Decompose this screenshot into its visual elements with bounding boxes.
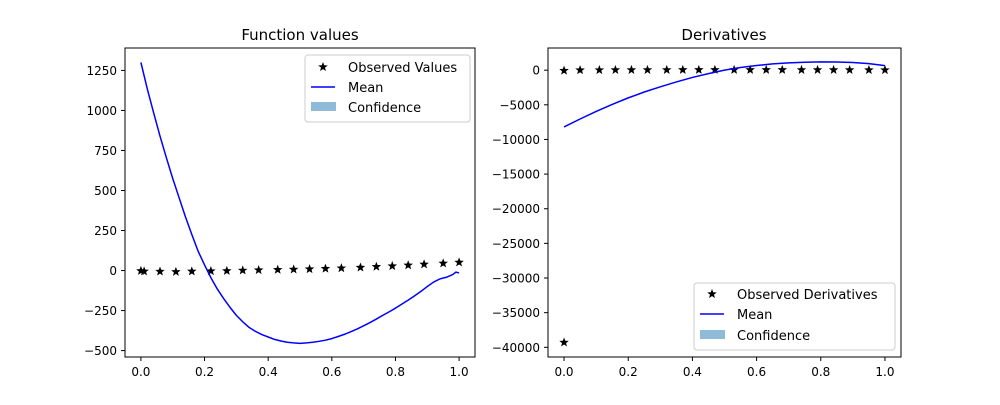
observed-point (288, 264, 299, 274)
observed-point (237, 265, 248, 275)
x-tick-label: 0.0 (131, 365, 150, 379)
x-tick-label: 1.0 (450, 365, 469, 379)
legend-label-mean: Mean (348, 81, 383, 96)
legend-star-icon (318, 62, 328, 72)
observed-point (355, 262, 366, 272)
y-tick-label: −250 (84, 304, 117, 318)
observed-point (419, 259, 429, 269)
y-tick-label: 500 (94, 184, 117, 198)
observed-point (678, 64, 688, 74)
legend: Observed Values Mean Confidence (304, 54, 471, 123)
y-tick-label: 750 (94, 144, 117, 158)
observed-point (694, 64, 704, 74)
observed-point (777, 64, 788, 74)
legend-marker-observed (318, 62, 328, 72)
observed-point (812, 64, 823, 74)
observed-point (559, 65, 569, 75)
observed-point (642, 64, 653, 74)
legend-label-mean: Mean (737, 308, 772, 323)
y-tick-label: 250 (94, 224, 117, 238)
observed-point (171, 266, 181, 276)
observed-point (304, 264, 315, 274)
observed-point (320, 263, 331, 273)
x-tick-label: 0.6 (322, 365, 341, 379)
y-tick-label: −10000 (492, 133, 540, 147)
observed-point (661, 64, 672, 74)
y-tick-label: −40000 (492, 341, 540, 355)
y-tick-label: −500 (84, 344, 117, 358)
x-tick-label: 0.6 (747, 365, 766, 379)
y-tick-label: 1000 (86, 104, 117, 118)
observed-point (253, 265, 264, 275)
observed-point (438, 258, 448, 268)
x-tick-label: 0.2 (619, 365, 638, 379)
legend-label-observed-derivatives: Observed Derivatives (737, 288, 878, 303)
x-tick-label: 0.2 (195, 365, 214, 379)
observed-point (575, 65, 585, 75)
legend-marker-confidence (700, 330, 725, 339)
observed-point (710, 64, 720, 74)
observed-point (155, 266, 165, 276)
axes-frame (547, 47, 902, 358)
y-tick-label: −20000 (492, 202, 540, 216)
x-tick-label: 1.0 (875, 365, 894, 379)
y-tick-label: −25000 (492, 237, 540, 251)
observed-point (828, 64, 839, 74)
legend-label-confidence: Confidence (737, 329, 810, 344)
observed-point (594, 65, 605, 75)
legend-box (693, 282, 896, 351)
axes-frame (124, 47, 476, 358)
observed-point (336, 263, 347, 273)
observed-point (610, 64, 621, 75)
observed-point (222, 265, 232, 275)
y-tick-label: 1250 (86, 64, 117, 78)
chart-title: Function values (241, 26, 359, 44)
x-tick-label: 0.8 (811, 365, 830, 379)
observed-point (626, 64, 637, 74)
legend-label-observed-values: Observed Values (348, 61, 457, 76)
legend-box (304, 54, 471, 123)
x-tick-label: 0.0 (554, 365, 573, 379)
observed-point (387, 261, 398, 271)
y-tick-label: −30000 (492, 272, 540, 286)
legend-label-confidence: Confidence (348, 101, 421, 116)
observed-point (559, 337, 569, 347)
legend-marker-observed (707, 289, 717, 299)
y-tick-label: −5000 (499, 98, 540, 112)
legend-star-icon (707, 289, 717, 299)
y-tick-label: −35000 (492, 306, 540, 320)
observed-point (761, 64, 771, 74)
x-tick-label: 0.8 (386, 365, 405, 379)
observed-point (844, 64, 855, 75)
legend-marker-confidence (311, 102, 336, 111)
observed-point (729, 64, 739, 74)
observed-point (864, 65, 874, 75)
observed-point (796, 64, 807, 74)
observed-point (206, 266, 216, 276)
mean-line (563, 61, 886, 128)
y-tick-label: 0 (532, 64, 540, 78)
chart-title: Derivatives (681, 26, 766, 44)
observed-point (454, 257, 464, 267)
derivatives-chart: Derivatives 0.0 0.2 0.4 0.6 0.8 1.0 −40000 −350… (492, 26, 902, 379)
x-tick-label: 0.4 (259, 365, 278, 379)
observed-point (187, 266, 197, 276)
y-tick-label: −15000 (492, 168, 540, 182)
x-tick-label: 0.4 (683, 365, 702, 379)
observed-point (880, 65, 890, 75)
mean-line (140, 62, 460, 345)
observed-point (139, 266, 149, 276)
observed-point (371, 261, 382, 271)
observed-point (403, 260, 413, 270)
legend: Observed Derivatives Mean Confidence (693, 282, 896, 351)
y-tick-label: 0 (109, 264, 117, 278)
observed-point (745, 64, 755, 74)
function-values-chart: Function values 0.0 0.2 0.4 0.6 0.8 1.0 −500 −2… (84, 26, 476, 379)
observed-point (272, 264, 283, 274)
